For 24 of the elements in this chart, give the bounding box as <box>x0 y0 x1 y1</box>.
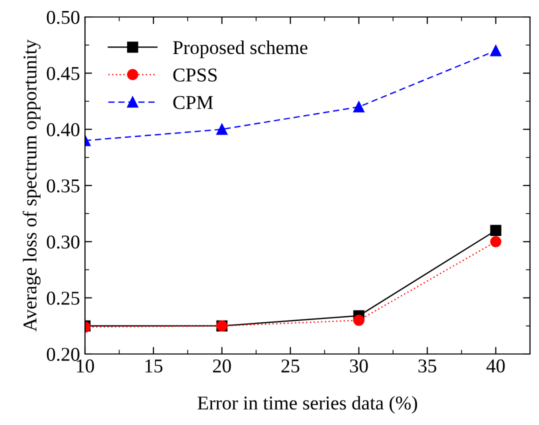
y-tick-label: 0.30 <box>46 235 80 249</box>
legend-label: Proposed scheme <box>173 40 308 58</box>
y-tick-label: 0.20 <box>46 348 80 362</box>
y-tick-label: 0.50 <box>46 10 80 24</box>
legend-label: CPSS <box>173 68 217 82</box>
x-tick-label: 35 <box>418 359 436 373</box>
x-axis-title: Error in time series data (%) <box>198 396 418 414</box>
y-tick-label: 0.40 <box>46 123 80 136</box>
y-tick-label: 0.45 <box>46 66 80 80</box>
y-axis-title: Average loss of spectrum opportunity <box>22 39 41 332</box>
x-tick-label: 25 <box>282 359 300 373</box>
x-tick-label: 40 <box>486 359 505 373</box>
point <box>490 224 502 236</box>
point <box>353 314 364 326</box>
y-tick-label: 0.25 <box>46 292 80 305</box>
x-tick-label: 10 <box>76 359 94 373</box>
x-tick-label: 30 <box>350 359 368 373</box>
x-tick-label: 15 <box>145 360 162 373</box>
point <box>490 45 502 56</box>
point <box>353 101 364 112</box>
x-tick-label: 20 <box>213 359 231 373</box>
y-tick-label: 0.35 <box>46 179 80 193</box>
point <box>490 236 502 248</box>
legend-label: CPM <box>173 96 214 110</box>
